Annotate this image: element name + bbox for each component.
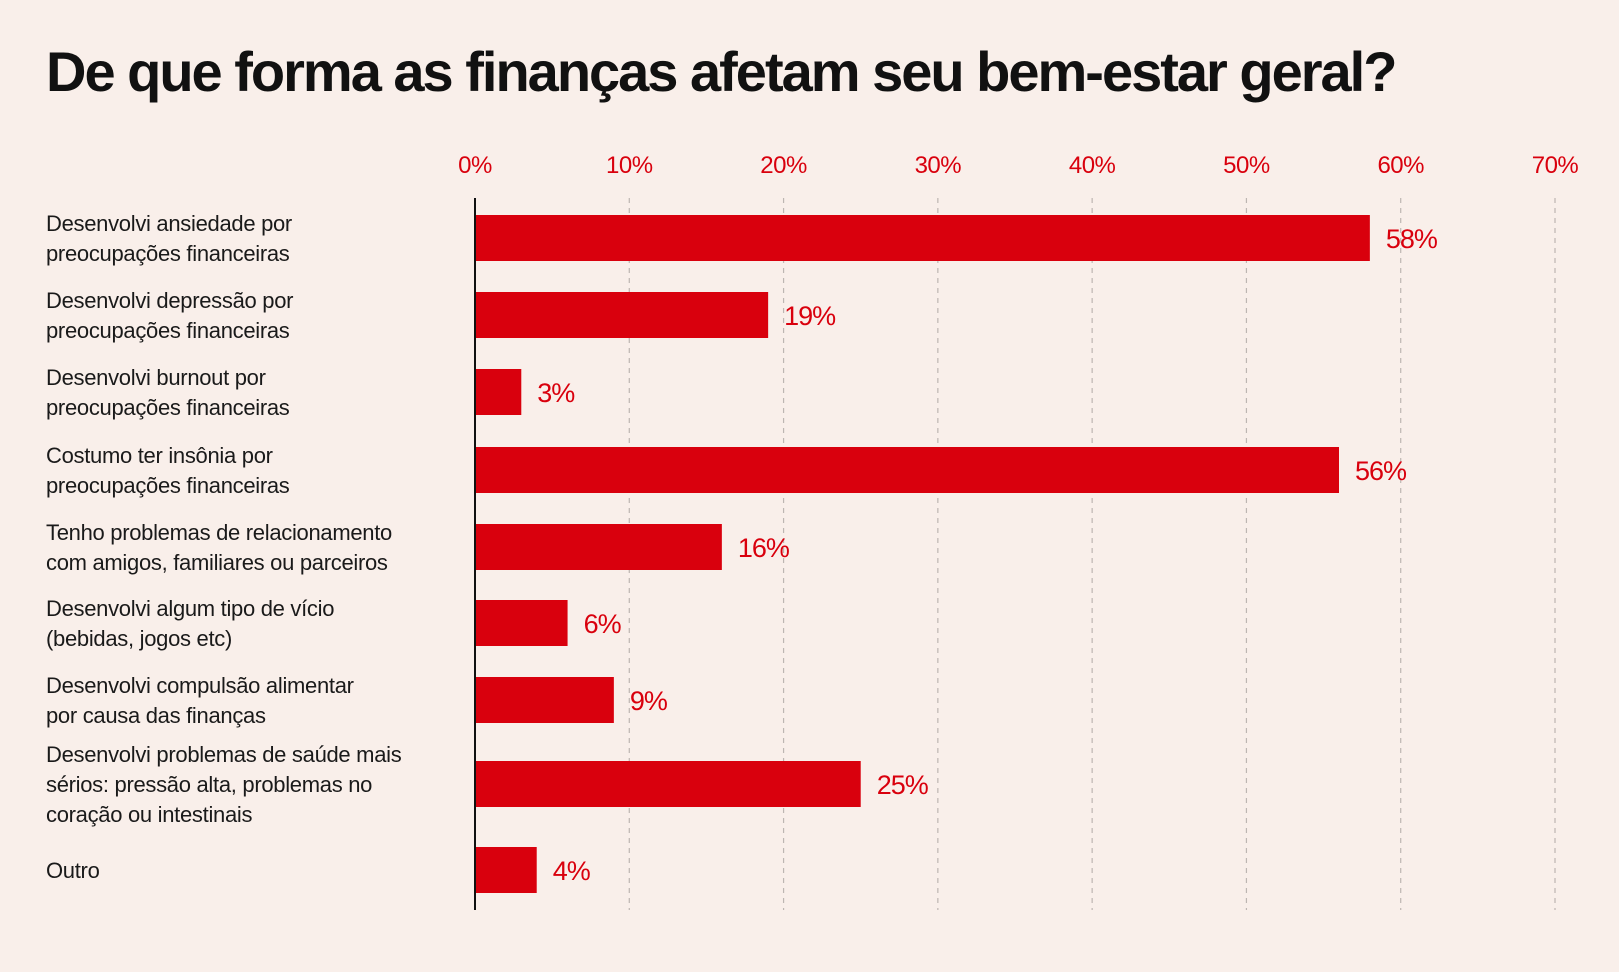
category-label-line: Costumo ter insônia por [46,443,273,468]
category-label-line: sérios: pressão alta, problemas no [46,772,372,797]
bars: 58% 19% 3% 56% 16% 6% 9% 25% 4% [475,215,1439,893]
x-tick-label: 70% [1532,152,1579,179]
category-label: Desenvolvi problemas de saúde mais sérios… [46,742,402,827]
bar-value-label: 56% [1355,456,1407,486]
category-label-line: Desenvolvi depressão por [46,288,293,313]
x-tick-label: 40% [1069,152,1116,179]
bar-value-label: 3% [537,378,575,408]
x-tick-label: 50% [1223,152,1270,179]
bar-value-label: 6% [584,609,622,639]
bar [475,215,1370,261]
bar [475,369,522,415]
category-label: Tenho problemas de relacionamento com ami… [46,520,392,575]
category-label: Desenvolvi depressão por preocupações fin… [46,288,293,343]
category-label-line: (bebidas, jogos etc) [46,626,232,651]
category-label-line: Desenvolvi burnout por [46,365,266,390]
x-tick-label: 10% [606,152,653,179]
bar-value-label: 58% [1386,224,1438,254]
chart-title: De que forma as finanças afetam seu bem-… [46,40,1397,103]
x-tick-label: 60% [1377,152,1424,179]
bar-value-label: 19% [784,301,836,331]
category-label: Outro [46,858,100,883]
category-label-line: Outro [46,858,100,883]
category-label-line: com amigos, familiares ou parceiros [46,550,388,575]
bar-value-label: 9% [630,686,668,716]
category-label-line: Desenvolvi problemas de saúde mais [46,742,402,767]
category-label: Desenvolvi algum tipo de vício (bebidas, … [46,596,334,651]
bar [475,292,769,338]
bar-value-label: 4% [553,856,591,886]
category-label: Desenvolvi burnout por preocupações finan… [46,365,290,420]
bar [475,524,722,570]
category-label-line: Tenho problemas de relacionamento [46,520,392,545]
bar [475,447,1339,493]
bar [475,847,537,893]
category-label-line: preocupações financeiras [46,473,290,498]
category-label-line: Desenvolvi algum tipo de vício [46,596,334,621]
category-label: Costumo ter insônia por preocupações fina… [46,443,290,498]
category-label: Desenvolvi compulsão alimentar por causa … [46,673,354,728]
category-label-line: preocupações financeiras [46,395,290,420]
bar-value-label: 25% [877,770,929,800]
x-tick-label: 30% [915,152,962,179]
category-label-line: por causa das finanças [46,703,266,728]
category-label: Desenvolvi ansiedade por preocupações fin… [46,211,292,266]
x-tick-label: 20% [760,152,807,179]
category-label-line: preocupações financeiras [46,241,290,266]
x-tick-label: 0% [458,152,492,179]
category-label-line: preocupações financeiras [46,318,290,343]
bar [475,677,614,723]
x-axis-ticks: 0% 10% 20% 30% 40% 50% 60% 70% [458,152,1579,179]
category-label-line: Desenvolvi ansiedade por [46,211,292,236]
bar-value-label: 16% [738,533,790,563]
category-label-line: coração ou intestinais [46,802,252,827]
bar [475,761,861,807]
bar [475,600,568,646]
category-labels: Desenvolvi ansiedade por preocupações fin… [46,211,402,883]
category-label-line: Desenvolvi compulsão alimentar [46,673,354,698]
